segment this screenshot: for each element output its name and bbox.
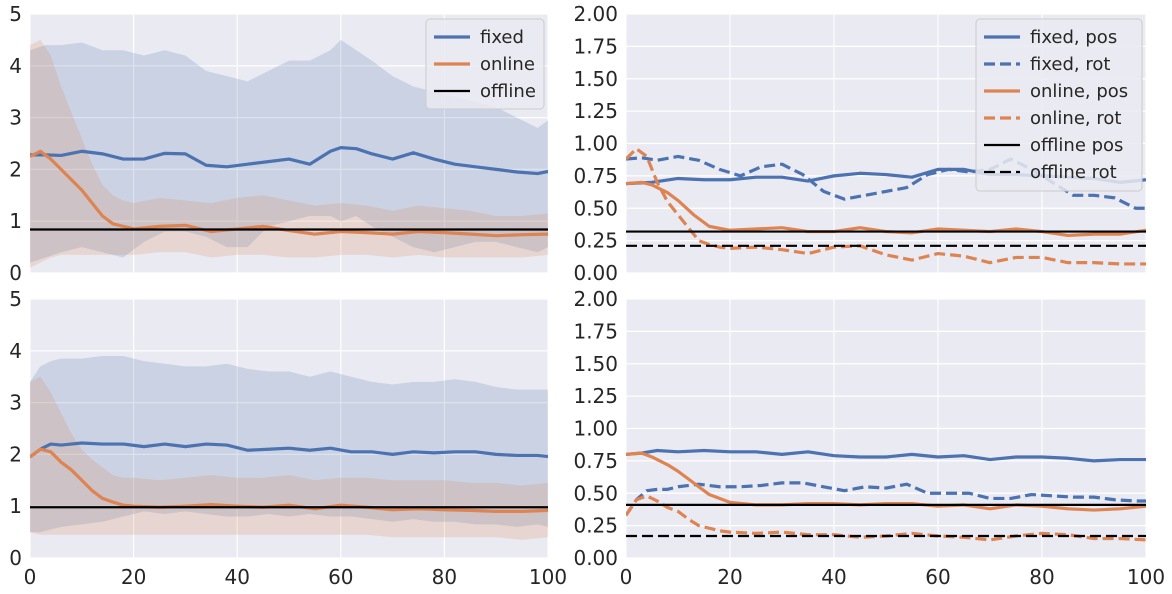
y-tick-label: 1.75 bbox=[573, 34, 618, 58]
series-line-fixed bbox=[30, 441, 548, 459]
series-line-fixed-pos bbox=[626, 448, 1146, 463]
panel-bottom-right: 0.00 0.25 0.50 0.75 1.00 1.25 1.50 1.75 2.00 0 20 4… bbox=[573, 287, 1165, 589]
legend-label: offline rot bbox=[1030, 162, 1117, 183]
y-tick-label: 2.00 bbox=[573, 2, 618, 26]
x-tick-label: 20 bbox=[121, 565, 146, 589]
y-tick-label: 1.50 bbox=[573, 352, 618, 376]
band-online bbox=[30, 39, 548, 268]
legend-label: offline pos bbox=[1030, 135, 1123, 156]
y-tick-label: 1.25 bbox=[573, 99, 618, 123]
panel-top-left: 0 1 2 3 4 5 fixed online offline bbox=[9, 2, 549, 285]
x-tick-label: 100 bbox=[1127, 565, 1165, 589]
panel-bottom-left: 0 1 2 3 4 5 0 20 40 60 80 100 bbox=[9, 287, 567, 589]
y-tick-label: 1.00 bbox=[573, 132, 618, 156]
y-tick-label: 1.50 bbox=[573, 67, 618, 91]
y-tick-label: 1.75 bbox=[573, 319, 618, 343]
y-tick-label: 2 bbox=[9, 442, 22, 466]
legend-box bbox=[975, 18, 1143, 192]
x-tick-label: 0 bbox=[620, 565, 633, 589]
series-layer bbox=[30, 355, 548, 540]
y-tick-label: 0.50 bbox=[573, 481, 618, 505]
y-tick-label: 1 bbox=[9, 209, 22, 233]
y-tick-label: 0.25 bbox=[573, 229, 618, 253]
y-tick-label: 1.00 bbox=[573, 417, 618, 441]
legend-label: fixed, rot bbox=[1030, 54, 1110, 75]
x-tick-label: 40 bbox=[821, 565, 846, 589]
y-tick-label: 0.75 bbox=[573, 449, 618, 473]
x-tick-label: 0 bbox=[24, 565, 37, 589]
x-tick-label: 80 bbox=[1029, 565, 1054, 589]
y-tick-label: 5 bbox=[9, 2, 22, 26]
legend-label: fixed bbox=[480, 27, 524, 48]
band-fixed bbox=[30, 355, 548, 533]
legend: fixed, pos fixed, rot online, pos online, r… bbox=[975, 18, 1143, 192]
y-tick-label: 4 bbox=[9, 339, 22, 363]
legend-label: online bbox=[480, 54, 535, 75]
legend: fixed online offline bbox=[425, 18, 545, 110]
series-line-fixed-rot bbox=[626, 481, 1146, 517]
band-fixed bbox=[30, 39, 548, 263]
x-tick-label: 80 bbox=[432, 565, 457, 589]
legend-box bbox=[425, 18, 545, 110]
legend-label: offline bbox=[480, 81, 536, 102]
series-line-fixed bbox=[30, 146, 548, 176]
y-tick-label: 0.75 bbox=[573, 164, 618, 188]
y-tick-label: 0.50 bbox=[573, 196, 618, 220]
x-tick-label: 100 bbox=[529, 565, 567, 589]
y-tick-label: 3 bbox=[9, 391, 22, 415]
y-tick-label: 1.25 bbox=[573, 384, 618, 408]
x-tick-label: 60 bbox=[328, 565, 353, 589]
y-tick-label: 0.25 bbox=[573, 514, 618, 538]
y-tick-label: 2.00 bbox=[573, 287, 618, 311]
x-tick-label: 40 bbox=[224, 565, 249, 589]
series-line-online-rot bbox=[626, 494, 1146, 542]
series-line-online-rot bbox=[626, 147, 1146, 266]
series-line-online bbox=[30, 447, 548, 513]
plot-area bbox=[30, 299, 548, 558]
x-tick-label: 20 bbox=[717, 565, 742, 589]
legend-label: online, pos bbox=[1030, 81, 1128, 102]
y-tick-label: 5 bbox=[9, 287, 22, 311]
panel-top-right: 0.00 0.25 0.50 0.75 1.00 1.25 1.50 1.75 2.00 fixe… bbox=[573, 2, 1147, 285]
series-layer bbox=[30, 39, 548, 268]
y-tick-label: 0.00 bbox=[573, 261, 618, 285]
y-tick-label: 2 bbox=[9, 157, 22, 181]
x-tick-label: 60 bbox=[925, 565, 950, 589]
y-tick-label: 0 bbox=[9, 261, 22, 285]
y-tick-label: 4 bbox=[9, 54, 22, 78]
y-tick-label: 1 bbox=[9, 494, 22, 518]
y-tick-label: 3 bbox=[9, 106, 22, 130]
y-tick-label: 0.00 bbox=[573, 546, 618, 570]
series-layer bbox=[626, 448, 1146, 542]
y-tick-label: 0 bbox=[9, 546, 22, 570]
series-line-online bbox=[30, 149, 548, 238]
band-online bbox=[30, 376, 548, 540]
legend-label: online, rot bbox=[1030, 108, 1121, 129]
legend-label: fixed, pos bbox=[1030, 27, 1117, 48]
